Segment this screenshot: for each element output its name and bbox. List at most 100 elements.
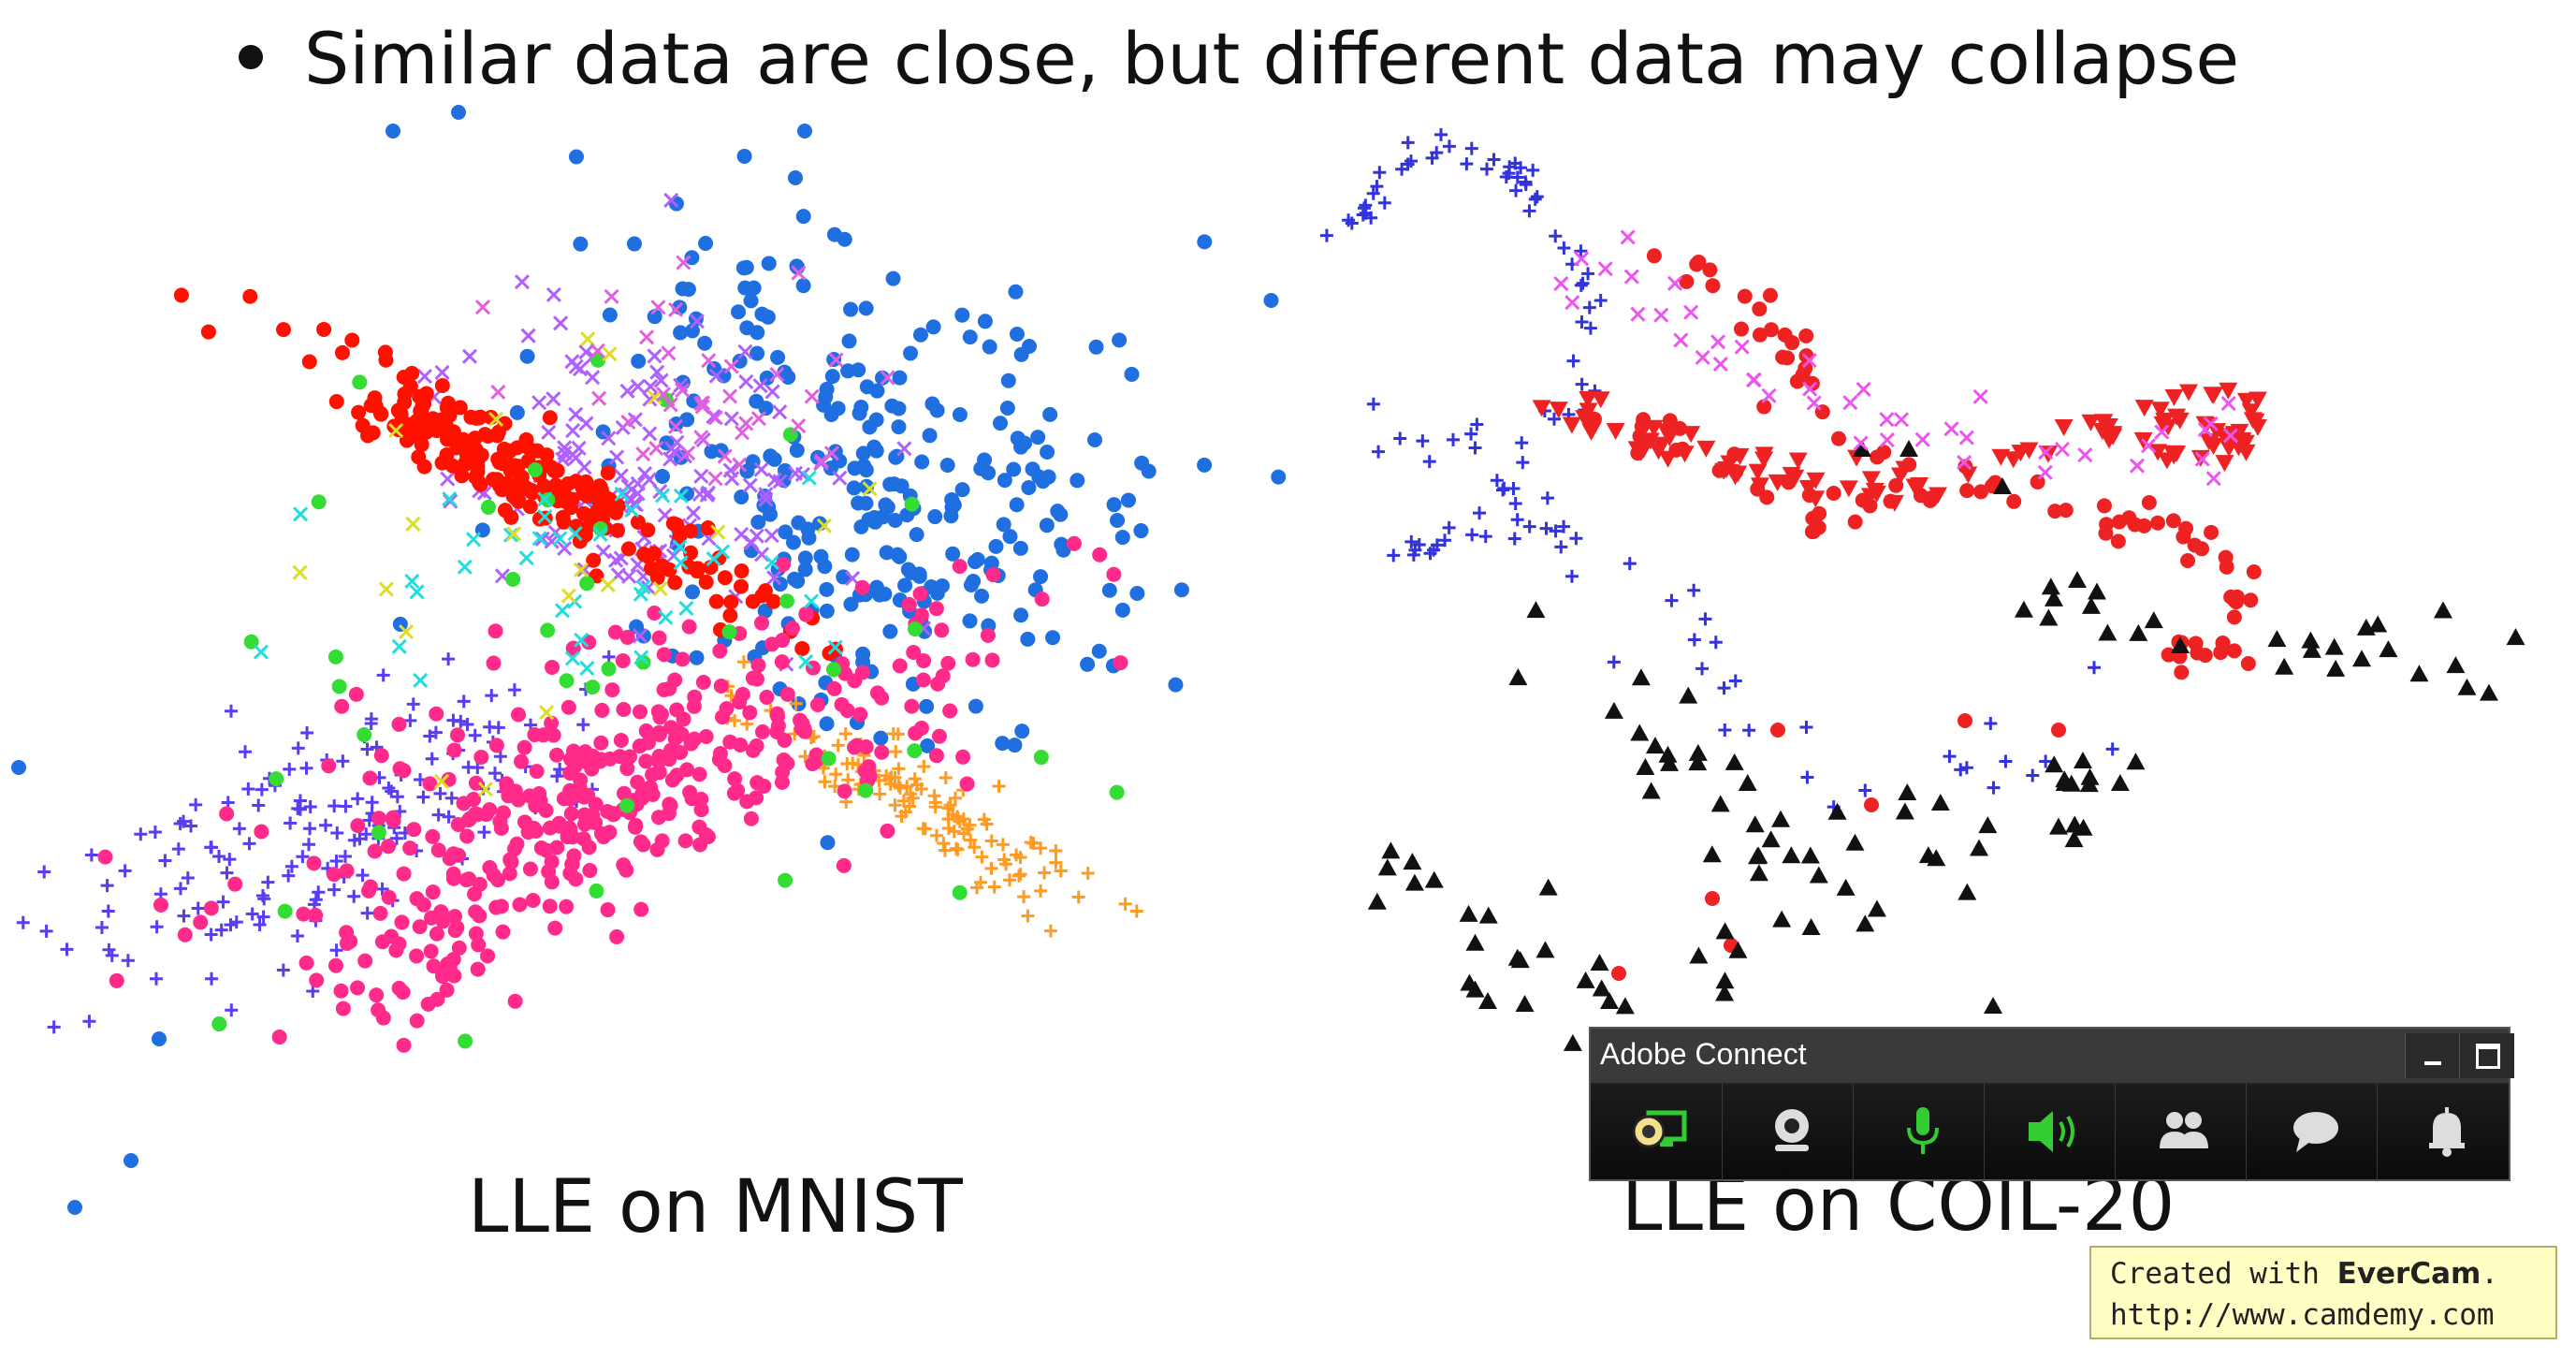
coil-point-red-tri xyxy=(2207,423,2227,441)
coil-point-magenta xyxy=(1801,353,1817,369)
coil-point-black xyxy=(1827,802,1847,820)
coil-point-red xyxy=(1826,485,1841,501)
mnist-point-pink xyxy=(633,834,648,850)
mnist-point-purple xyxy=(365,796,379,810)
mnist-point-blue xyxy=(909,527,924,543)
mnist-point-green xyxy=(357,726,372,742)
coil-point-red xyxy=(1812,505,1827,521)
mnist-point-red xyxy=(454,468,470,484)
mnist-point-pink xyxy=(514,753,530,769)
mnist-point-green xyxy=(579,576,595,592)
coil-point-blue xyxy=(1718,723,1732,738)
chat-button[interactable] xyxy=(2246,1083,2378,1181)
mnist-point-blue xyxy=(1110,512,1126,528)
mnist-point-yellow xyxy=(292,564,308,580)
mnist-point-blue xyxy=(770,349,786,365)
coil-point-blue xyxy=(1800,770,1814,784)
mnist-point-blue xyxy=(974,588,990,604)
mnist-point-red xyxy=(404,365,420,381)
mnist-point-magenta xyxy=(667,418,684,434)
mnist-point-cyan xyxy=(552,531,568,547)
coil-point-red xyxy=(1763,322,1779,338)
mnist-point-purple xyxy=(457,694,471,709)
coil-point-black xyxy=(1984,997,2002,1014)
coil-point-blue xyxy=(1575,314,1589,329)
coil-point-black xyxy=(1658,745,1678,763)
mnist-point-green xyxy=(277,903,293,919)
coil-point-red xyxy=(1756,399,1772,415)
coil-point-magenta xyxy=(1853,435,1869,451)
attendees-button[interactable] xyxy=(2115,1083,2247,1181)
maximize-button[interactable] xyxy=(2459,1033,2514,1078)
coil-point-black xyxy=(2061,774,2081,792)
coil-point-black xyxy=(1738,774,1757,792)
mnist-point-pink xyxy=(1113,655,1128,671)
mnist-point-pink xyxy=(712,643,728,659)
mnist-point-pink xyxy=(575,831,591,847)
mnist-point-magenta xyxy=(693,395,709,412)
mnist-point-purple xyxy=(351,792,365,806)
notification-button[interactable] xyxy=(2377,1083,2508,1181)
mnist-point-cyan xyxy=(635,579,651,595)
mnist-point-yellow xyxy=(710,524,726,540)
mnist-point-blue xyxy=(1114,602,1130,618)
coil-point-blue xyxy=(1510,513,1524,527)
mnist-point-pink xyxy=(593,735,609,751)
coil-point-red-tri xyxy=(2229,439,2249,457)
mnist-point-blue xyxy=(743,293,759,309)
minimize-button[interactable] xyxy=(2405,1033,2460,1078)
webcam-button[interactable] xyxy=(1722,1083,1854,1181)
mnist-point-purple xyxy=(37,865,51,879)
evercam-suffix: . xyxy=(2481,1257,2498,1291)
adobe-connect-titlebar[interactable]: Adobe Connect xyxy=(1591,1029,2514,1084)
coil-point-blue xyxy=(1799,720,1813,734)
mnist-point-yellow xyxy=(816,518,832,533)
share-screen-button[interactable] xyxy=(1591,1083,1723,1181)
mnist-point-pink xyxy=(493,899,509,914)
mnist-point-red xyxy=(717,570,733,586)
mnist-point-violet xyxy=(764,384,780,400)
coil-point-blue xyxy=(1515,436,1529,450)
mnist-point-green xyxy=(904,496,920,512)
coil-point-black xyxy=(2129,623,2148,641)
speaker-button[interactable] xyxy=(1984,1083,2116,1181)
mnist-point-cyan xyxy=(579,660,595,677)
coil-point-red xyxy=(1679,273,1695,289)
mnist-point-orange xyxy=(956,812,970,826)
mnist-point-pink xyxy=(512,897,528,913)
mnist-point-blue xyxy=(795,209,811,225)
coil-point-blue xyxy=(1478,530,1492,544)
mnist-point-orange xyxy=(963,818,977,832)
coil-point-black xyxy=(2048,817,2068,835)
coil-point-red xyxy=(2227,592,2243,608)
microphone-button[interactable] xyxy=(1853,1083,1985,1181)
mnist-point-blue xyxy=(903,345,919,361)
mnist-point-blue xyxy=(1263,293,1279,309)
mnist-point-blue xyxy=(1009,497,1025,513)
coil-point-blue xyxy=(1490,474,1504,488)
mnist-point-blue xyxy=(995,736,1011,752)
mnist-point-pink xyxy=(638,723,654,738)
mnist-point-pink xyxy=(792,712,808,728)
coil-point-black xyxy=(2045,755,2064,773)
mnist-point-blue xyxy=(1168,677,1184,693)
coil-point-blue xyxy=(1954,763,1968,777)
mnist-point-purple xyxy=(576,718,590,732)
mnist-point-cyan xyxy=(537,491,553,507)
mnist-point-blue xyxy=(11,760,26,775)
evercam-url: http://www.camdemy.com xyxy=(2110,1298,2495,1332)
coil-point-magenta xyxy=(1565,295,1580,311)
coil-point-black xyxy=(1761,830,1781,848)
coil-point-blue xyxy=(1742,723,1756,738)
coil-point-black xyxy=(1367,892,1387,910)
mnist-point-pink xyxy=(447,909,463,925)
mnist-point-pink xyxy=(695,675,711,691)
mnist-point-pink xyxy=(296,906,312,922)
mnist-point-purple xyxy=(327,799,342,813)
mnist-point-red xyxy=(722,607,738,623)
mnist-point-purple xyxy=(255,888,269,902)
coil-point-red xyxy=(1870,449,1885,465)
mnist-point-purple xyxy=(336,754,350,768)
mnist-point-pink xyxy=(470,961,486,977)
